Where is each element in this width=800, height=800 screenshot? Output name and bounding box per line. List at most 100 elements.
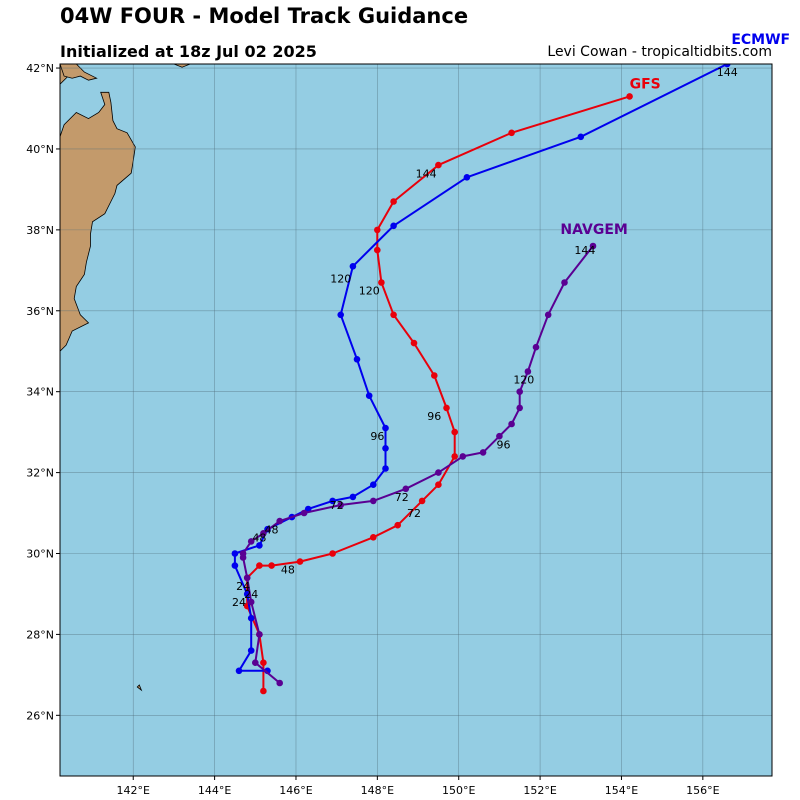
navgem-track-point — [260, 530, 267, 537]
gfs-model-label: GFS — [630, 76, 661, 92]
track-labels: 24 48 72 96 120 144 GFS 24 48 72 96 120 144 ECMWF 24 48… — [232, 32, 790, 609]
ecmwf-hour-label: 72 — [330, 499, 344, 512]
navgem-track-point — [516, 404, 523, 412]
model-tracks — [231, 64, 731, 695]
gfs-track-point — [378, 279, 385, 286]
gfs-hour-label: 120 — [359, 285, 380, 298]
ecmwf-track-point — [382, 445, 389, 452]
navgem-track-point — [561, 279, 568, 286]
lon-tick-label: 144°E — [198, 784, 231, 797]
navgem-track-point — [479, 449, 487, 456]
navgem-track-point — [247, 598, 255, 606]
ecmwf-track-point — [247, 647, 255, 654]
gfs-track-point — [508, 129, 515, 137]
ecmwf-track-point — [390, 222, 397, 230]
navgem-track-point — [402, 485, 410, 493]
lat-tick-label: 42°N — [26, 62, 54, 75]
lon-tick-label: 154°E — [605, 784, 638, 797]
ecmwf-track-point — [365, 392, 373, 400]
navgem-track-point — [243, 574, 251, 582]
gfs-track-point — [374, 226, 381, 234]
ecmwf-track-point — [349, 263, 357, 270]
lat-tick-label: 40°N — [26, 143, 54, 156]
gfs-track-point — [370, 534, 377, 541]
gfs-hour-label: 144 — [416, 167, 437, 180]
land-honshu-main — [60, 91, 136, 352]
gfs-hour-label: 72 — [407, 507, 421, 520]
ecmwf-track-point — [463, 174, 471, 181]
navgem-track-point — [532, 343, 540, 351]
navgem-hour-label: 96 — [496, 438, 510, 451]
lat-tick-label: 30°N — [26, 548, 54, 561]
navgem-track-point — [256, 631, 263, 638]
navgem-hour-label: 144 — [574, 244, 595, 257]
ecmwf-track-point — [235, 667, 243, 675]
gfs-track-point — [296, 558, 304, 565]
navgem-track-point — [524, 368, 532, 375]
navgem-track-point — [544, 311, 552, 319]
navgem-track-point — [300, 509, 308, 517]
ecmwf-track-point — [353, 356, 361, 363]
ecmwf-hour-label: 120 — [330, 272, 351, 285]
gfs-track-point — [260, 659, 267, 666]
navgem-track-point — [252, 659, 259, 666]
ecmwf-track-point — [337, 311, 345, 319]
ecmwf-track-point — [349, 493, 357, 501]
navgem-track-point — [516, 388, 523, 396]
chart-title: 04W FOUR - Model Track Guidance — [60, 4, 469, 28]
map-frame — [59, 63, 773, 777]
lon-tick-label: 150°E — [442, 784, 475, 797]
init-time-subtitle: Initialized at 18z Jul 02 2025 — [60, 42, 317, 61]
ecmwf-track-point — [329, 497, 336, 505]
ecmwf-track-point — [231, 550, 239, 557]
ecmwf-track-point — [256, 542, 263, 549]
gfs-track-point — [431, 372, 438, 379]
lat-tick-label: 38°N — [26, 224, 54, 237]
ecmwf-hour-label: 24 — [236, 580, 250, 593]
graticule — [60, 64, 772, 776]
lat-tick-label: 26°N — [26, 709, 54, 722]
gfs-hour-label: 24 — [232, 596, 246, 609]
navgem-model-label: NAVGEM — [560, 222, 627, 238]
lat-tick-label: 28°N — [26, 628, 54, 641]
navgem-track-point — [370, 497, 377, 505]
navgem-track-point — [239, 550, 247, 557]
navgem-hour-label: 120 — [513, 374, 534, 387]
gfs-track-point — [260, 687, 267, 695]
lat-tick-label: 32°N — [26, 467, 54, 480]
navgem-hour-label: 72 — [395, 491, 409, 504]
gfs-track-point — [394, 521, 402, 529]
axis-ticks: 26°N 28°N 30°N 32°N 34°N 36°N 38°N 40°N 42°N 142°… — [26, 62, 719, 797]
gfs-track-point — [329, 550, 336, 557]
navgem-track-point — [337, 501, 345, 509]
ecmwf-track-point — [577, 133, 585, 141]
gfs-track-point — [626, 93, 633, 100]
navgem-track-point — [435, 469, 442, 476]
lon-tick-label: 156°E — [686, 784, 719, 797]
lon-tick-label: 142°E — [117, 784, 150, 797]
lon-tick-label: 146°E — [279, 784, 312, 797]
ecmwf-track-point — [370, 481, 377, 489]
ecmwf-track-point — [231, 562, 239, 569]
ecmwf-track-point — [723, 64, 731, 68]
ecmwf-hour-label: 48 — [252, 531, 266, 544]
navgem-hour-label: 24 — [244, 588, 258, 601]
navgem-track-line — [242, 245, 594, 684]
gfs-track-point — [435, 161, 442, 169]
gfs-track-point — [374, 246, 381, 254]
gfs-track-point — [443, 404, 450, 412]
gfs-hour-label: 48 — [281, 564, 295, 577]
navgem-track-point — [276, 679, 284, 687]
gfs-track-point — [390, 198, 397, 205]
credit-text: Levi Cowan - tropicaltidbits.com — [547, 44, 772, 60]
navgem-track-point — [496, 432, 503, 440]
navgem-track-point — [276, 517, 284, 525]
navgem-track-point — [508, 420, 515, 428]
gfs-track-point — [418, 497, 426, 505]
navgem-track-point — [589, 242, 597, 250]
gfs-track-point — [435, 481, 442, 489]
ecmwf-track-point — [382, 424, 389, 432]
lat-tick-label: 36°N — [26, 305, 54, 318]
gfs-hour-label: 96 — [427, 410, 441, 423]
